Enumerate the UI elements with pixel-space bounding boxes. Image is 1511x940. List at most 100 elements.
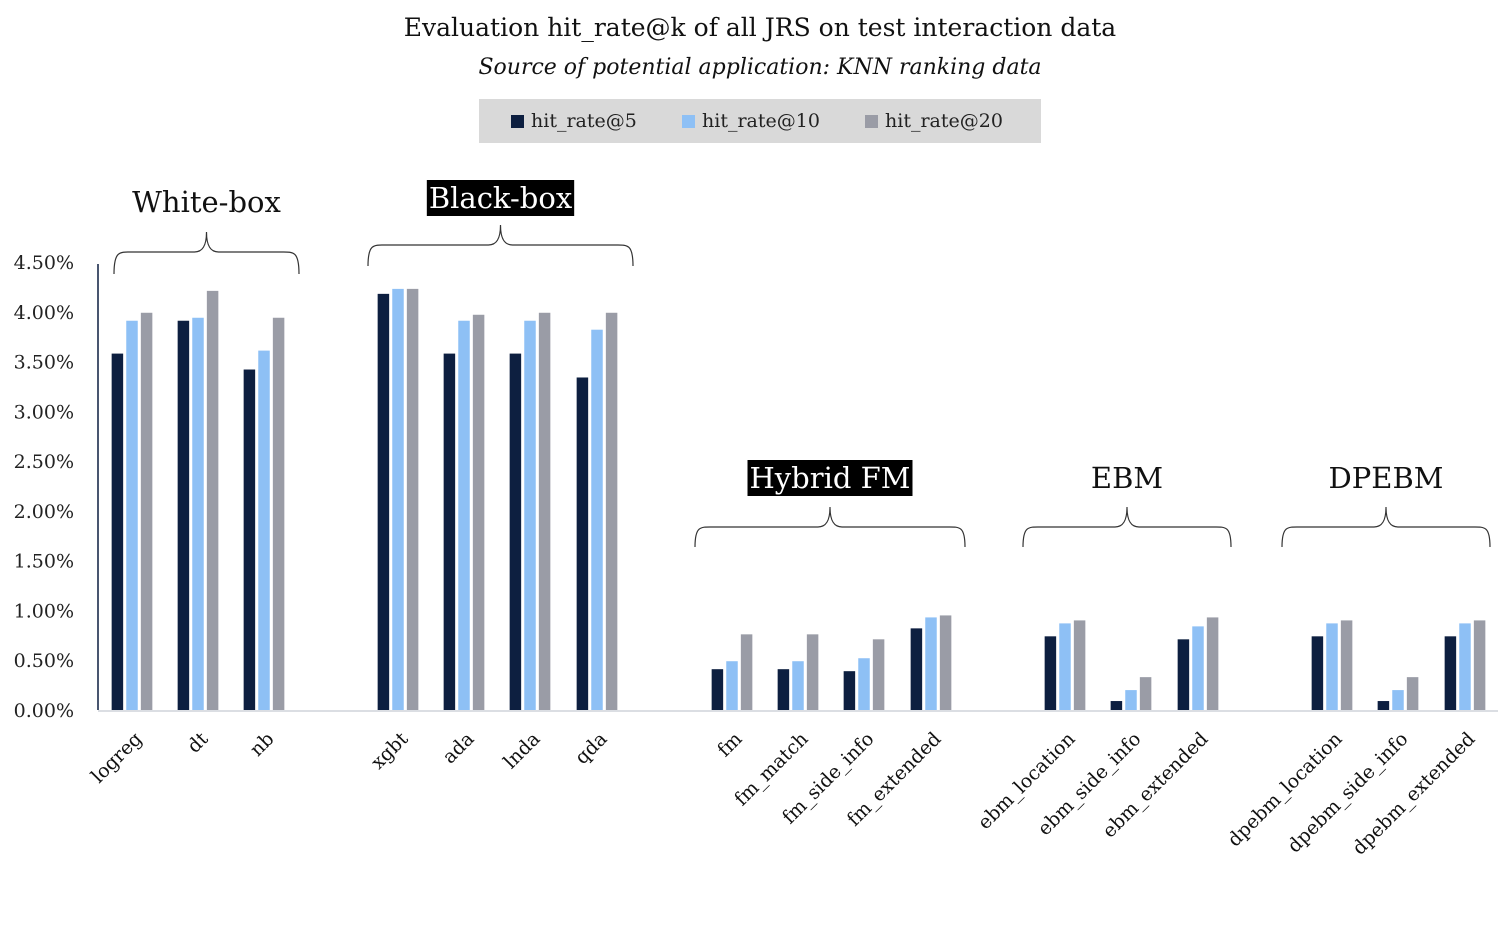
bar-lnda-series-2 [524, 320, 536, 710]
bar-xgbt-series-1 [377, 293, 390, 710]
bar-dpebm_side_info-series-1 [1377, 701, 1390, 710]
bar-dpebm_extended-series-2 [1459, 623, 1471, 710]
bar-ebm_location-series-2 [1059, 623, 1071, 710]
x-tick-label-nb: nb [246, 728, 279, 761]
group-label-bg-2 [426, 180, 575, 216]
bar-xgbt-series-2 [392, 288, 404, 710]
bar-ebm_location-series-1 [1044, 636, 1057, 710]
x-tick-label-qda: qda [571, 728, 612, 769]
x-tick-label-xgbt: xgbt [367, 728, 413, 774]
y-tick-label: 0.00% [14, 700, 74, 722]
group-brace-3 [694, 506, 966, 548]
bar-ebm_extended-series-3 [1206, 617, 1219, 710]
bar-fm_extended-series-2 [925, 617, 937, 710]
x-tick-label-fm: fm [713, 728, 746, 761]
bar-ada-series-2 [458, 320, 470, 710]
group-label-1: White-box [132, 185, 281, 219]
bar-ebm_side_info-series-2 [1125, 690, 1137, 710]
group-brace-4 [1022, 506, 1232, 548]
bar-nb-series-1 [243, 369, 256, 710]
y-tick-label: 0.50% [14, 650, 74, 672]
bar-fm-series-3 [740, 634, 753, 710]
bar-ebm_extended-series-2 [1192, 626, 1204, 710]
bar-dpebm_extended-series-1 [1444, 636, 1457, 710]
bar-logreg-series-1 [111, 353, 124, 710]
bar-ada-series-1 [443, 353, 456, 710]
bar-dt-series-2 [192, 317, 204, 710]
bar-fm_match-series-2 [792, 661, 804, 710]
y-tick-label: 4.50% [14, 252, 74, 274]
bar-dpebm_location-series-1 [1311, 636, 1324, 710]
bar-logreg-series-3 [140, 312, 153, 710]
chart-title: Evaluation hit_rate@k of all JRS on test… [404, 13, 1117, 42]
bar-nb-series-2 [258, 350, 270, 710]
bar-fm-series-2 [726, 661, 738, 710]
y-tick-label: 1.00% [14, 600, 74, 622]
legend: hit_rate@5 hit_rate@10 hit_rate@20 [479, 99, 1041, 143]
bar-dt-series-1 [177, 320, 190, 710]
legend-label-1: hit_rate@5 [531, 110, 637, 132]
y-tick-label: 3.50% [14, 352, 74, 374]
bar-ada-series-3 [472, 314, 485, 710]
y-axis: 0.00% 0.50% 1.00% 1.50% 2.00% 2.50% 3.00% 3.50%… [14, 252, 99, 722]
group-label-5: DPEBM [1329, 461, 1444, 495]
bar-dpebm_extended-series-3 [1473, 620, 1486, 710]
group-label-bg-3 [747, 460, 913, 496]
bar-ebm_location-series-3 [1073, 620, 1086, 710]
legend-label-3: hit_rate@20 [885, 110, 1003, 132]
bar-fm_side_info-series-1 [843, 671, 856, 710]
y-tick-label: 1.50% [14, 551, 74, 573]
x-tick-label-logreg: logreg [87, 728, 147, 788]
legend-swatch-2 [682, 115, 695, 128]
group-label-2: Black-box [429, 181, 572, 215]
y-tick-label: 2.50% [14, 451, 74, 473]
y-tick-label: 2.00% [14, 501, 74, 523]
y-tick-label: 4.00% [14, 302, 74, 324]
bars [111, 288, 1486, 710]
bar-lnda-series-3 [538, 312, 551, 710]
bar-ebm_side_info-series-1 [1110, 701, 1123, 710]
bar-dpebm_location-series-3 [1340, 620, 1353, 710]
bar-qda-series-1 [576, 377, 589, 710]
legend-swatch-3 [865, 115, 878, 128]
legend-label-2: hit_rate@10 [702, 110, 820, 132]
bar-ebm_extended-series-1 [1177, 639, 1190, 710]
x-tick-label-dpebm_extended: dpebm_extended [1348, 728, 1479, 859]
bar-qda-series-2 [591, 329, 603, 710]
bar-fm_extended-series-1 [910, 628, 923, 710]
chart-subtitle: Source of potential application: KNN ran… [478, 55, 1041, 80]
x-axis: logreg dt nb xgbt ada lnda qda fmfm_matchfm_sid… [87, 710, 1498, 859]
group-brace-2 [367, 224, 634, 267]
bar-fm_match-series-3 [806, 634, 819, 710]
group-annotations: White-box Black-box Hybrid FM EBM DPEBM [113, 180, 1491, 548]
bar-xgbt-series-3 [406, 288, 419, 710]
x-tick-label-dpebm_location: dpebm_location [1223, 728, 1346, 851]
legend-box [479, 99, 1041, 143]
bar-lnda-series-1 [509, 353, 522, 710]
bar-nb-series-3 [272, 317, 285, 710]
group-label-3: Hybrid FM [750, 461, 911, 495]
bar-dpebm_location-series-2 [1326, 623, 1338, 710]
bar-dpebm_side_info-series-3 [1406, 677, 1419, 710]
x-tick-label-lnda: lnda [499, 728, 544, 773]
bar-ebm_side_info-series-3 [1139, 677, 1152, 710]
bar-fm_side_info-series-2 [858, 658, 870, 710]
group-label-4: EBM [1091, 461, 1163, 495]
x-tick-label-dpebm_side_info: dpebm_side_info [1283, 728, 1412, 857]
bar-qda-series-3 [605, 312, 618, 710]
bar-dpebm_side_info-series-2 [1392, 690, 1404, 710]
x-tick-label-dt: dt [183, 728, 213, 758]
group-brace-1 [113, 231, 300, 275]
bar-logreg-series-2 [126, 320, 138, 710]
bar-fm_match-series-1 [777, 669, 790, 710]
bar-fm-series-1 [711, 669, 724, 710]
bar-fm_side_info-series-3 [872, 639, 885, 710]
group-brace-5 [1281, 506, 1491, 548]
x-tick-label-ada: ada [438, 728, 478, 768]
y-tick-label: 3.00% [14, 401, 74, 423]
bar-fm_extended-series-3 [939, 615, 952, 710]
legend-swatch-1 [511, 115, 524, 128]
bar-dt-series-3 [206, 290, 219, 710]
